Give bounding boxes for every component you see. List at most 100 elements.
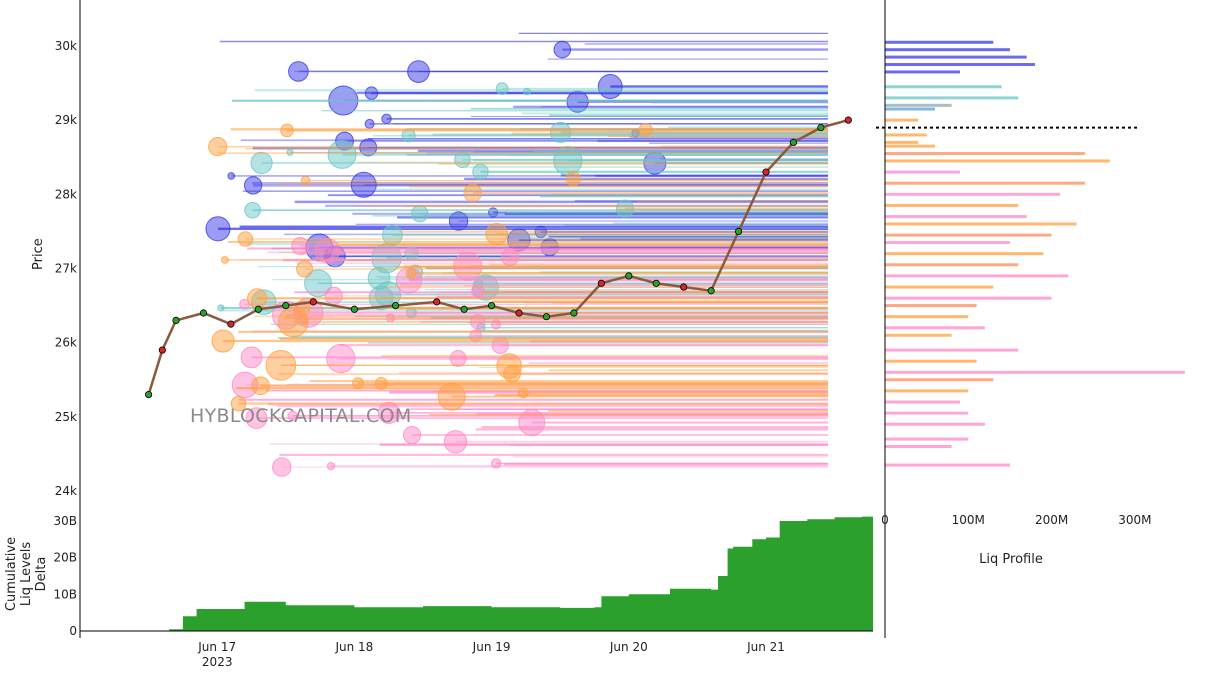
cum-y-tick-label: 10B — [53, 587, 77, 601]
liq-bubble — [364, 118, 375, 129]
liq-bubble — [411, 205, 429, 223]
candle-marker — [172, 316, 180, 325]
profile-bar — [885, 400, 960, 404]
x-tick-label: Jun 19 — [472, 640, 511, 654]
cum-y-axis-title: Delta — [34, 557, 49, 592]
liq-bubble — [272, 457, 292, 477]
profile-bar — [885, 159, 1110, 163]
candle-marker — [762, 168, 770, 176]
liq-bubble — [443, 430, 468, 454]
y-tick-label: 25k — [55, 410, 77, 424]
profile-bar — [885, 274, 1069, 278]
liq-bubble — [496, 353, 523, 379]
profile-bar — [885, 133, 927, 137]
candle-marker — [652, 279, 660, 287]
profile-x-tick-label: 100M — [952, 513, 985, 527]
candle-marker — [158, 346, 166, 354]
liq-bubble — [517, 387, 529, 399]
liq-bubble — [280, 123, 294, 138]
profile-bar — [885, 144, 935, 148]
y-tick-label: 28k — [55, 187, 77, 201]
y-tick-label: 24k — [55, 484, 77, 498]
liq-bubble — [208, 137, 228, 157]
profile-bar — [885, 285, 994, 289]
liq-bubble — [448, 211, 469, 231]
candle-marker — [707, 287, 715, 295]
profile-bar — [885, 378, 994, 382]
profile-bar — [885, 215, 1027, 219]
profile-bar — [885, 370, 1185, 374]
liq-bubble — [454, 151, 471, 169]
liq-bubble — [565, 170, 581, 187]
profile-bar — [885, 107, 935, 111]
liq-bubble — [472, 163, 489, 181]
candle-marker — [487, 301, 496, 310]
y-tick-label: 27k — [55, 261, 77, 275]
liq-bubble — [324, 286, 343, 306]
profile-bar — [885, 389, 969, 393]
liq-bubble — [277, 306, 309, 338]
profile-bar — [885, 63, 1035, 67]
profile-bar — [885, 233, 1052, 237]
profile-bar — [885, 40, 994, 44]
profile-bar — [885, 437, 969, 441]
liq-bubble — [205, 216, 231, 242]
profile-bar — [885, 422, 985, 426]
liq-bubble — [243, 176, 263, 195]
candle-marker — [391, 301, 400, 310]
axes: 24k 25k 26k 27k 28k 29k 30k 0 10B 20B 30B 0 100M 200M… — [4, 0, 1152, 669]
main-y-axis-title: Price — [31, 238, 46, 270]
profile-bar — [885, 241, 1010, 245]
candle-marker — [460, 305, 468, 313]
profile-bar — [885, 70, 960, 74]
profile-bar — [885, 222, 1077, 226]
candle-marker — [542, 313, 551, 321]
profile-bar — [885, 463, 1010, 467]
profile-bar — [885, 192, 1060, 196]
x-tick-label: Jun 21 — [746, 640, 785, 654]
candle-marker — [433, 298, 441, 306]
liq-bubble — [381, 113, 392, 125]
liq-bubble — [350, 171, 377, 198]
profile-bar — [885, 203, 1019, 207]
liq-bubble — [463, 183, 482, 203]
liq-level-group — [208, 122, 828, 416]
cum-y-tick-label: 30B — [53, 514, 77, 528]
liq-bubble — [245, 407, 268, 429]
profile-bar — [885, 326, 985, 330]
profile-x-tick-label: 300M — [1118, 513, 1151, 527]
candle-marker — [145, 390, 153, 399]
candle-marker — [789, 138, 798, 147]
liq-bubble — [495, 82, 509, 96]
liq-bubble — [449, 349, 467, 367]
cum-y-tick-label: 0 — [69, 624, 77, 638]
x-tick-label: Jun 17 — [197, 640, 236, 654]
x-tick-label: 2023 — [202, 655, 233, 669]
cum-y-tick-label: 20B — [53, 551, 77, 565]
candle-marker — [350, 305, 358, 313]
liq-bubble — [296, 260, 314, 278]
profile-x-tick-label: 0 — [881, 513, 889, 527]
liq-bubble — [288, 61, 309, 82]
liq-bubble — [437, 382, 466, 411]
profile-bar — [885, 96, 1019, 100]
liq-bubble — [247, 288, 268, 309]
profile-bar — [885, 170, 960, 174]
candle-marker — [309, 298, 317, 306]
liq-bubble — [490, 458, 502, 469]
cumulative-delta-area — [148, 515, 874, 631]
liq-bubble — [244, 201, 261, 219]
cumulative-delta-panel — [148, 515, 874, 631]
profile-bar — [885, 348, 1019, 352]
x-tick-label: Jun 20 — [609, 640, 648, 654]
profile-bar — [885, 118, 919, 122]
liq-bubble — [615, 199, 635, 218]
candle-marker — [227, 320, 235, 328]
candle-marker — [844, 116, 852, 124]
liq-bubble — [300, 175, 311, 186]
profile-bar — [885, 252, 1044, 256]
candle-marker — [734, 227, 743, 236]
profile-bar — [885, 296, 1052, 300]
liq-bubble — [553, 40, 572, 59]
